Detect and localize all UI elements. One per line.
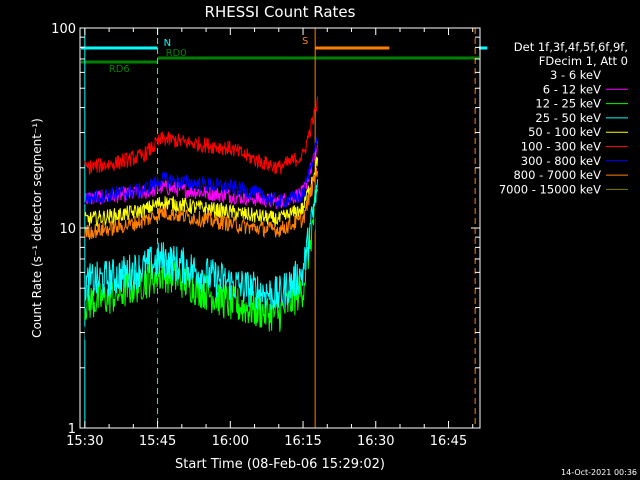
legend-entry-label: 800 - 7000 keV [513,168,601,182]
interval-label: RD0 [166,48,187,59]
series-line [84,96,319,175]
series-line [84,174,318,366]
legend-entry-label: 25 - 50 keV [535,111,601,125]
y-tick-label: 10 [59,222,76,237]
series-layer [84,96,319,366]
interval-label: N [164,38,171,49]
y-axis-label: Count Rate (s⁻¹ detector segment⁻¹) [30,118,44,338]
legend-entry-label: 300 - 800 keV [521,154,601,168]
x-tick-label: 16:00 [212,434,249,449]
x-axis: 15:30 15:45 16:00 16:15 16:30 16:45 [66,28,474,449]
y-tick-label: 100 [51,22,76,37]
series-line [84,179,319,311]
legend-entry-label: 6 - 12 keV [543,82,601,96]
x-tick-label: 15:45 [139,434,176,449]
legend: Det 1f,3f,4f,5f,6f,9f,FDecim 1, Att 03 -… [499,40,628,196]
legend-header-line: Det 1f,3f,4f,5f,6f,9f, [514,40,628,54]
legend-entry-label: 100 - 300 keV [521,140,601,154]
x-tick-label: 16:45 [430,434,467,449]
x-tick-label: 16:15 [284,434,321,449]
y-tick-label: 1 [68,422,76,437]
x-tick-label: 16:30 [357,434,394,449]
timestamp: 14-Oct-2021 00:36 [561,468,637,477]
series-line [84,156,319,228]
series-line [84,167,319,241]
legend-entry-label: 12 - 25 keV [535,97,601,111]
interval-label: S [302,36,308,47]
x-tick-label: 15:30 [66,434,103,449]
interval-label: RD6 [109,64,130,75]
chart-title: RHESSI Count Rates [205,3,356,21]
legend-entry-label: 7000 - 15000 keV [499,182,601,196]
y-axis: 1 10 100 [51,22,480,437]
legend-header-line: FDecim 1, Att 0 [539,54,628,68]
series-line [84,137,319,209]
legend-entry-label: 50 - 100 keV [528,125,601,139]
x-axis-label: Start Time (08-Feb-06 15:29:02) [175,457,385,472]
legend-entry-label: 3 - 6 keV [550,68,601,82]
